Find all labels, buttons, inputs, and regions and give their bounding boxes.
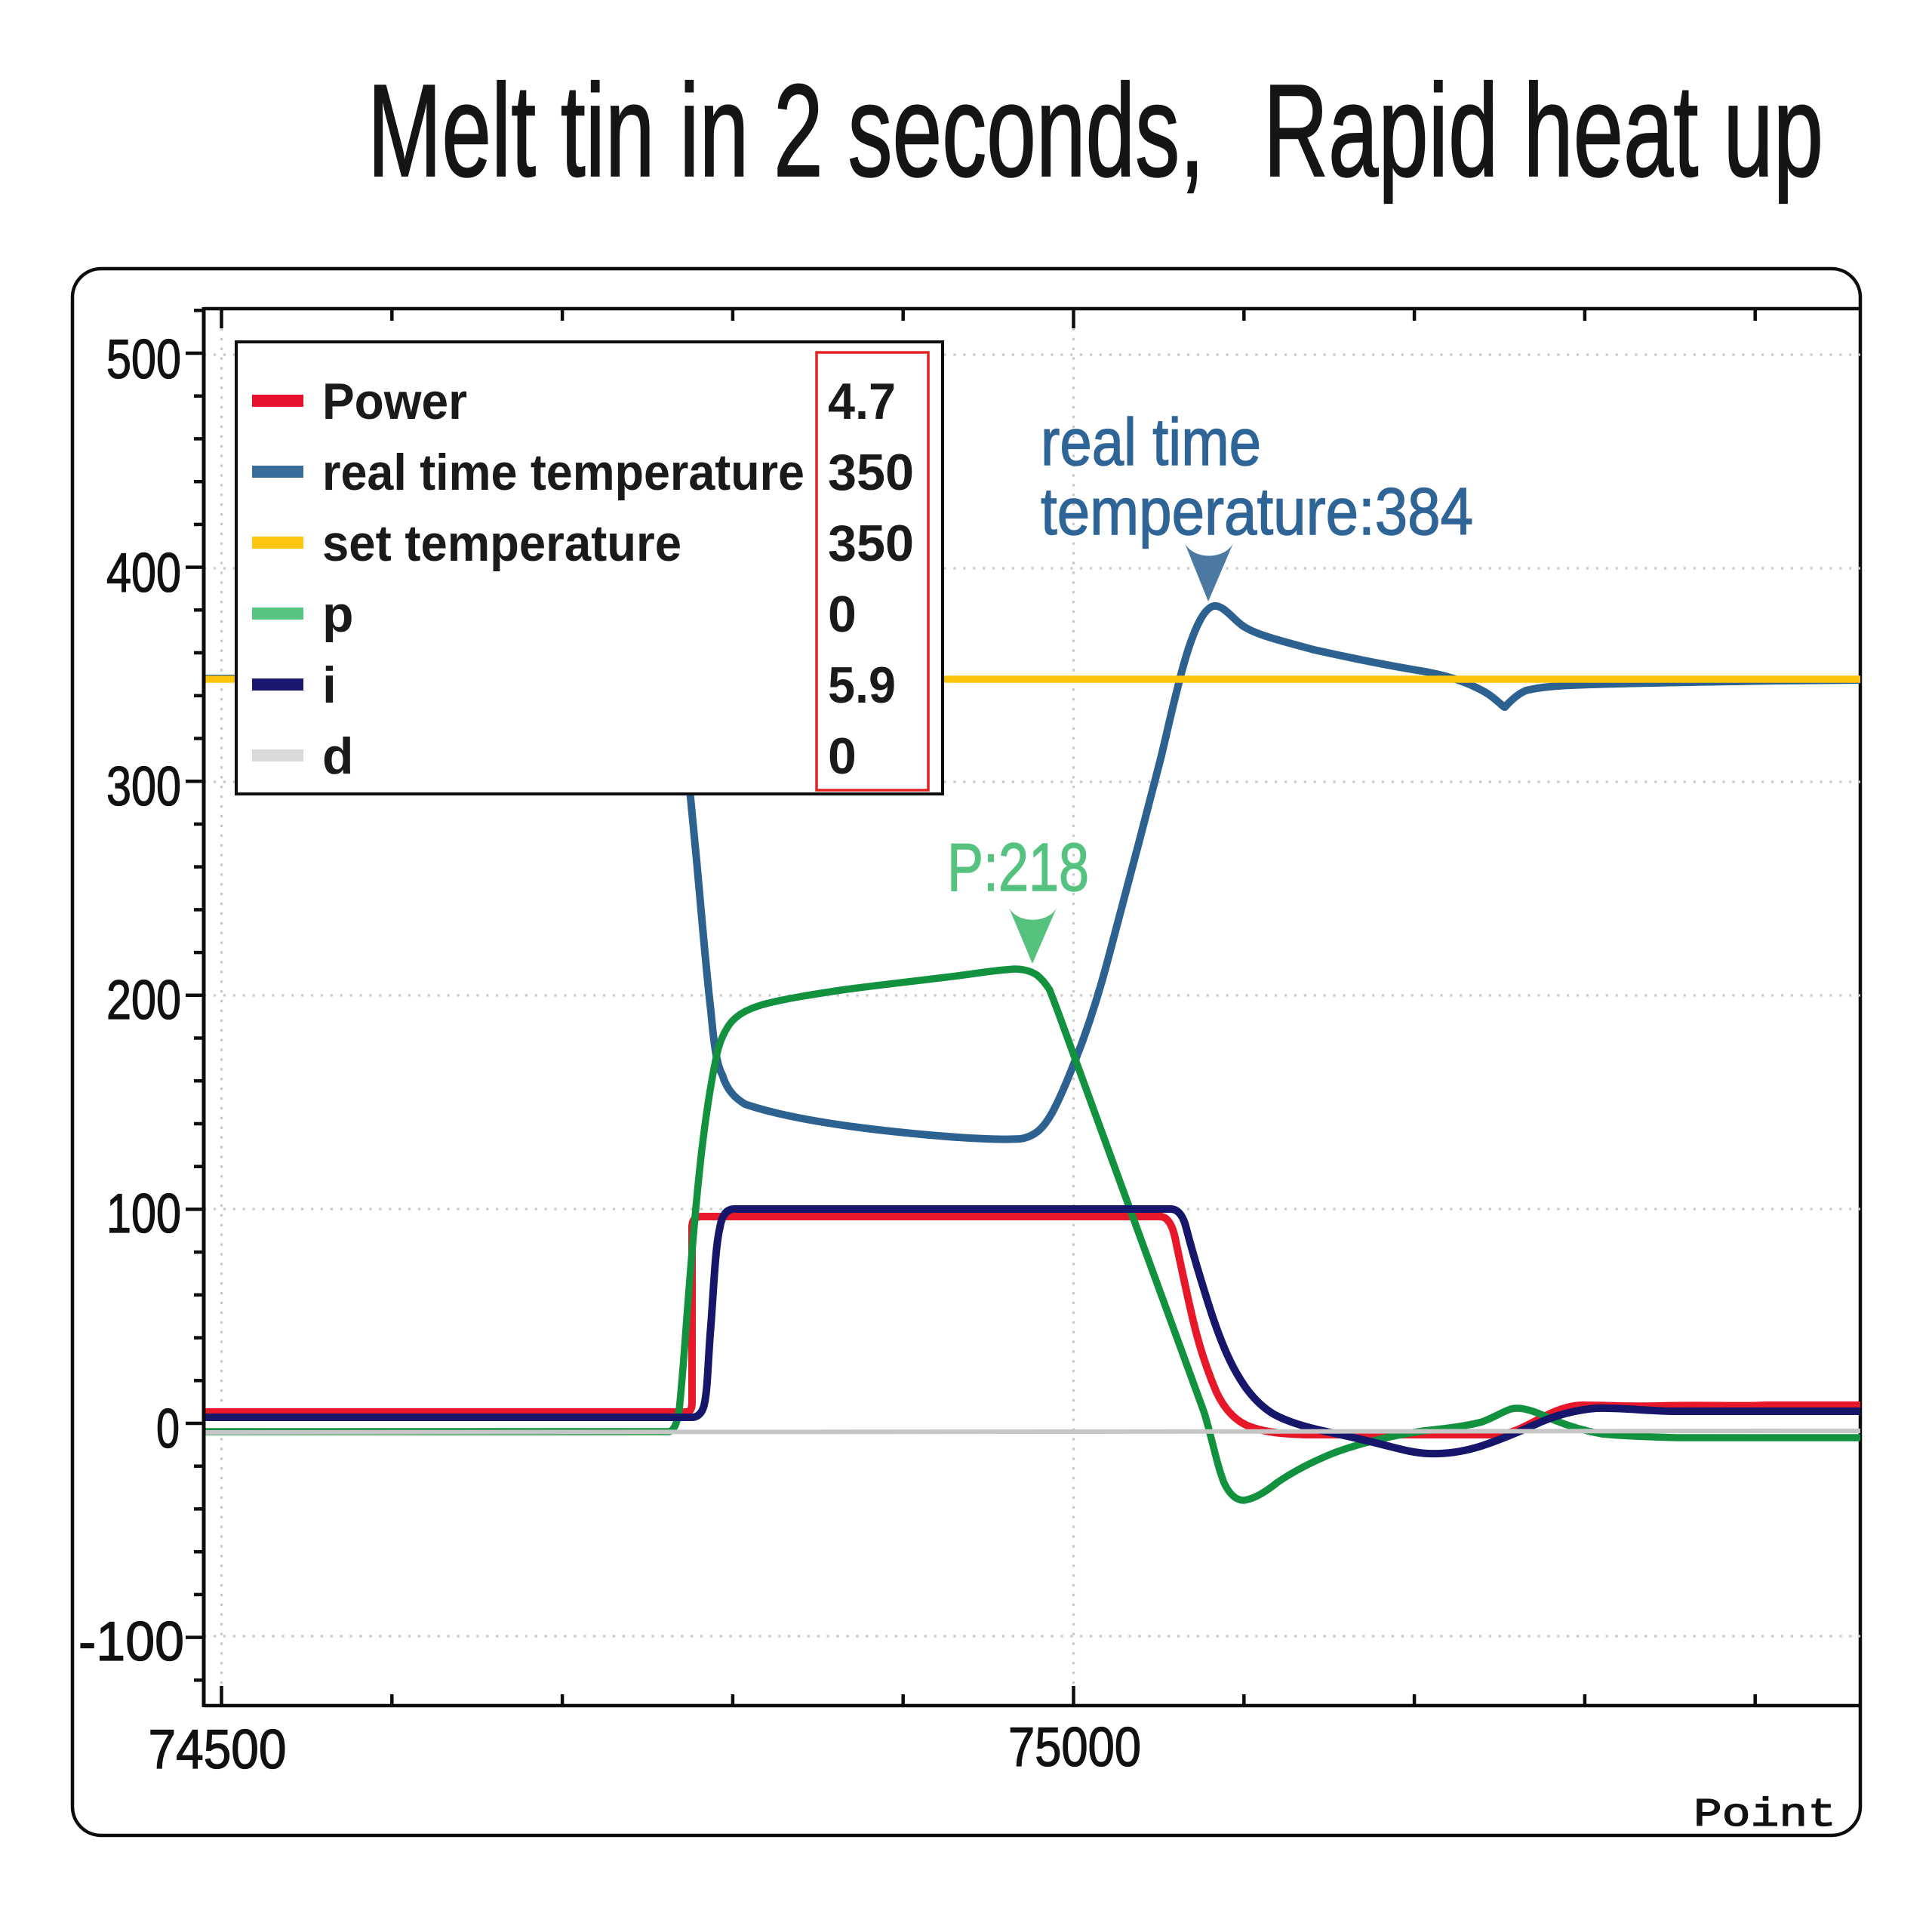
svg-text:0: 0: [828, 586, 857, 643]
svg-text:0: 0: [156, 1398, 180, 1460]
svg-text:75000: 75000: [1008, 1717, 1141, 1778]
svg-text:temperature:384: temperature:384: [1041, 474, 1473, 549]
svg-text:350: 350: [828, 515, 914, 572]
svg-text:Point: Point: [1694, 1792, 1836, 1838]
svg-text:real time: real time: [1041, 405, 1261, 479]
svg-text:100: 100: [106, 1183, 181, 1244]
svg-text:0: 0: [828, 728, 857, 785]
svg-text:500: 500: [106, 329, 181, 390]
svg-text:400: 400: [106, 543, 181, 604]
svg-text:p: p: [322, 586, 354, 643]
svg-text:4.7: 4.7: [828, 373, 896, 430]
svg-text:d: d: [322, 728, 354, 785]
svg-text:set temperature: set temperature: [322, 515, 681, 572]
svg-text:-100: -100: [78, 1611, 184, 1672]
svg-text:74500: 74500: [149, 1719, 287, 1780]
svg-text:P:218: P:218: [947, 830, 1089, 906]
svg-text:200: 200: [106, 970, 181, 1031]
svg-text:300: 300: [106, 756, 181, 817]
svg-text:real time temperature: real time temperature: [322, 444, 804, 501]
svg-text:5.9: 5.9: [828, 657, 896, 714]
svg-text:i: i: [322, 657, 337, 714]
svg-text:Melt tin in 2 seconds,: Melt tin in 2 seconds,: [368, 57, 1204, 204]
svg-text:Rapid heat up: Rapid heat up: [1263, 57, 1823, 204]
svg-text:350: 350: [828, 444, 914, 501]
svg-text:Power: Power: [322, 373, 467, 430]
